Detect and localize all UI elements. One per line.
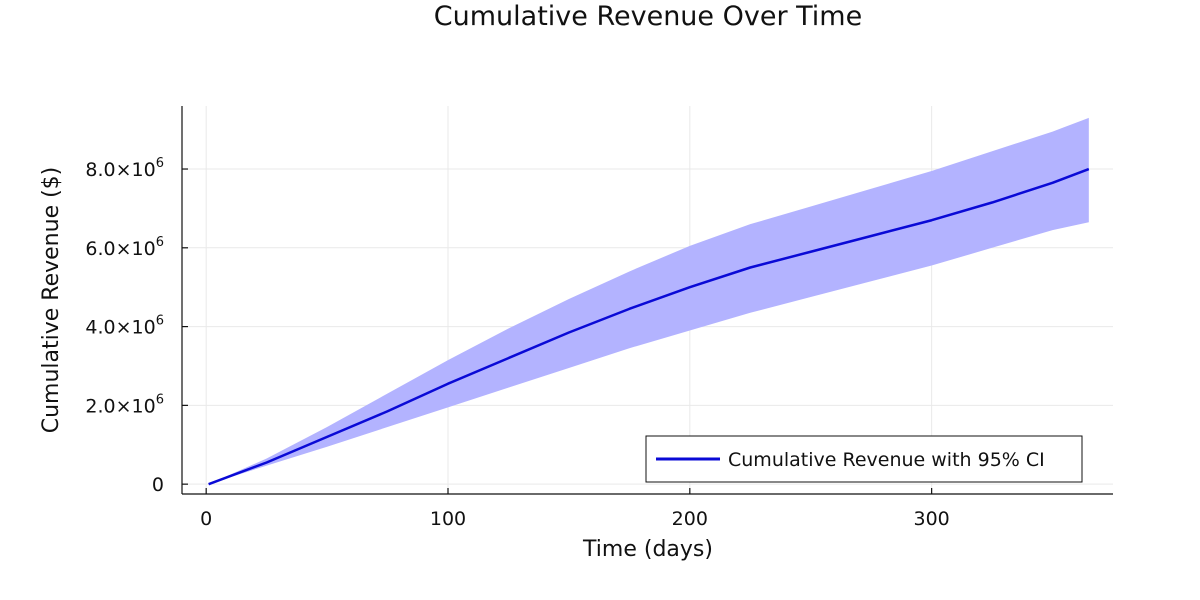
y-tick-label-0: 0 [152,474,164,496]
y-tick-labels: 0 2.0×106 4.0×106 6.0×106 8.0×106 [85,156,164,496]
series-line [208,167,1090,486]
y-tick-label-3: 6.0×106 [85,235,164,260]
axes [181,106,1113,495]
x-axis-label: Time (days) [582,537,713,562]
y-axis-label: Cumulative Revenue ($) [39,167,64,434]
x-tick-labels: 0 100 200 300 [200,508,950,530]
x-tick-label-0: 0 [200,508,212,530]
y-tick-label-4: 8.0×106 [85,156,164,181]
x-tick-label-3: 300 [914,508,950,530]
x-tick-label-1: 100 [430,508,466,530]
legend: Cumulative Revenue with 95% CI [645,435,1083,483]
chart-title: Cumulative Revenue Over Time [434,1,862,32]
legend-label: Cumulative Revenue with 95% CI [728,449,1045,471]
y-tick-label-2: 4.0×106 [85,314,164,339]
series-line-layer [208,167,1090,486]
y-tick-label-1: 2.0×106 [85,392,164,417]
x-tick-label-2: 200 [672,508,708,530]
